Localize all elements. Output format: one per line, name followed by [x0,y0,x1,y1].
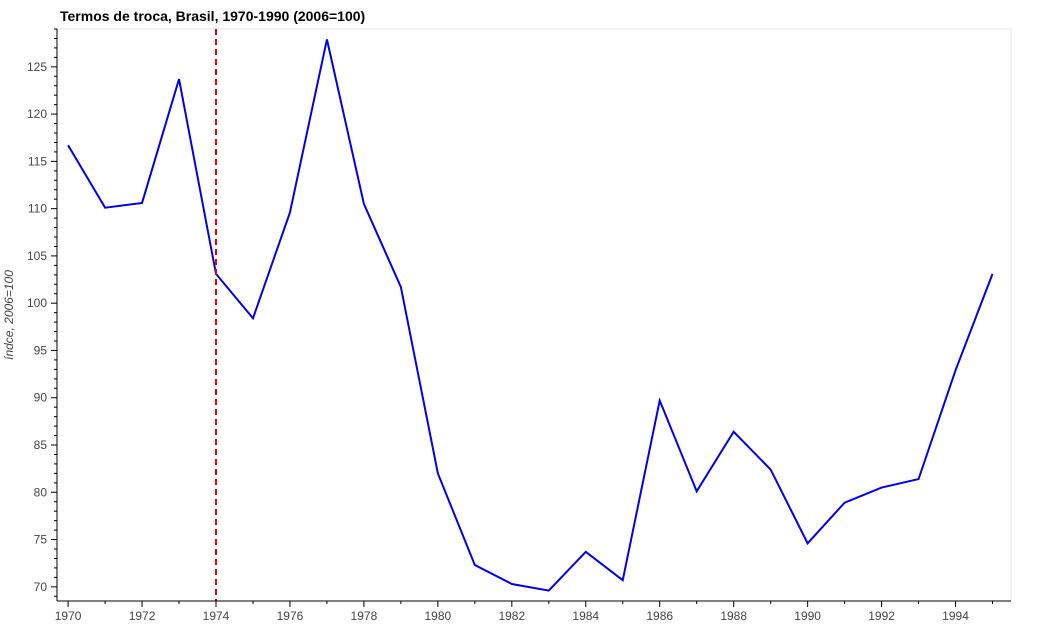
y-tick-label: 115 [28,154,47,168]
x-tick-label: 1978 [351,609,378,623]
x-tick-label: 1994 [942,609,969,623]
plot-frame [56,28,1012,602]
chart-title: Termos de troca, Brasil, 1970-1990 (2006… [60,8,365,24]
y-tick-label: 85 [34,438,48,452]
y-tick-label: 75 [34,533,48,547]
x-tick-label: 1988 [720,609,747,623]
y-tick-label: 95 [34,343,48,357]
y-tick-label: 80 [34,485,48,499]
plot-area [67,29,994,601]
x-tick-label: 1982 [498,609,525,623]
y-tick-label: 120 [27,107,47,121]
y-tick-label: 70 [34,580,48,594]
x-tick-label: 1970 [55,609,82,623]
y-tick-label: 110 [28,202,47,216]
y-tick-label: 90 [34,391,48,405]
y-tick-label: 100 [27,296,47,310]
x-tick-label: 1976 [277,609,304,623]
x-tick-label: 1972 [129,609,156,623]
x-tick-label: 1974 [203,609,230,623]
x-tick-label: 1984 [572,609,599,623]
x-tick-label: 1990 [794,609,821,623]
y-axis: 70 75 80 85 90 95 100 105 110 115 120 125 [27,28,57,597]
x-axis: 1970 1972 1974 1976 1978 1980 1982 1984 1986 1988… [55,601,994,623]
y-tick-label: 105 [27,249,47,263]
series-line-0 [67,39,994,592]
x-tick-label: 1992 [868,609,895,623]
x-tick-label: 1986 [646,609,673,623]
y-axis-label: índce, 2006=100 [2,270,16,360]
x-tick-label: 1980 [425,609,452,623]
y-tick-label: 125 [27,60,47,74]
